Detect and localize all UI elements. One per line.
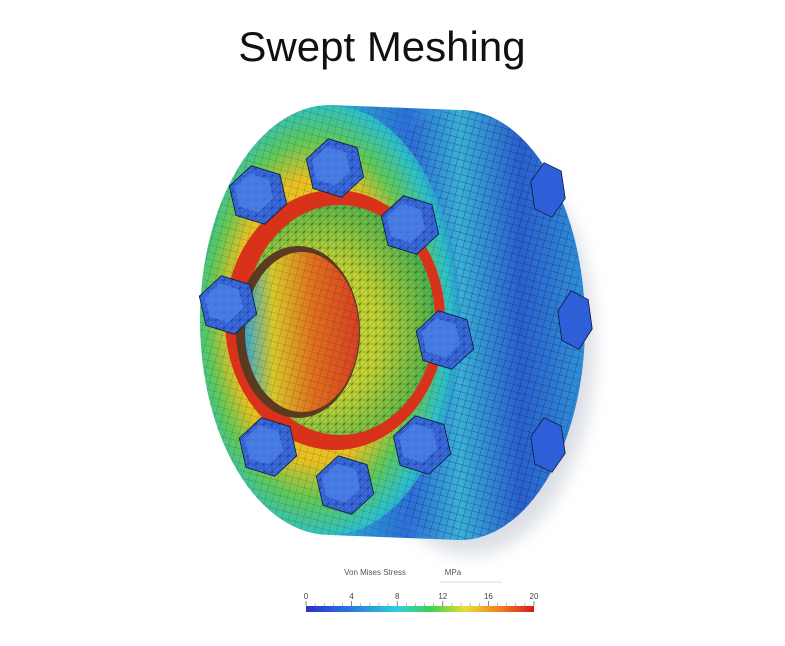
tick-label: 0 [304, 592, 309, 601]
bolts [198, 138, 593, 515]
legend-label: Von Mises Stress [344, 568, 406, 577]
bolt [557, 290, 593, 350]
tick-label: 20 [530, 592, 539, 601]
tick-label: 16 [484, 592, 493, 601]
bolt [530, 417, 566, 473]
bolt-top [234, 173, 274, 213]
tick-label: 4 [349, 592, 354, 601]
bolt-top [244, 425, 284, 465]
bolt-top [421, 318, 461, 358]
bolt-top [321, 463, 361, 503]
title: Swept Meshing [238, 23, 525, 70]
bolt-top [386, 203, 426, 243]
bolt-top [398, 423, 438, 463]
bolt-top [204, 283, 244, 323]
legend-unit: MPa [445, 568, 462, 577]
tick-label: 12 [438, 592, 447, 601]
bolt [530, 162, 566, 218]
legend: Von Mises Stress MPa 0 4 8 12 16 20 [304, 568, 539, 612]
tick-label: 8 [395, 592, 400, 601]
color-bar [306, 606, 534, 612]
bolt-top [311, 146, 351, 186]
